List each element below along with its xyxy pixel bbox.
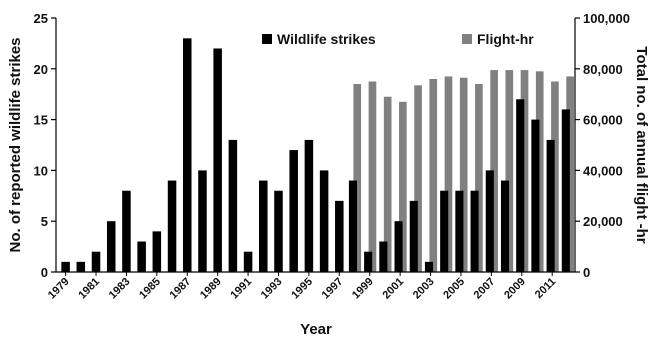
bar-flight-hr-2003 <box>429 78 438 273</box>
x-tick-label: 2001 <box>380 276 406 302</box>
bar-wildlife-strikes-2010 <box>531 119 540 272</box>
y2-tick-label: 60,000 <box>583 113 623 128</box>
bar-wildlife-strikes-1986 <box>167 180 177 272</box>
x-tick-label: 2003 <box>411 276 437 302</box>
x-tick-label: 1989 <box>198 276 224 302</box>
bar-flight-hr-2009 <box>520 70 529 272</box>
y2-tick-label: 0 <box>583 265 590 280</box>
bar-wildlife-strikes-1997 <box>335 200 344 272</box>
bar-wildlife-strikes-2009 <box>516 99 525 272</box>
y2-tick-label: 100,000 <box>583 11 630 26</box>
bar-flight-hr-2011 <box>551 81 559 272</box>
bar-wildlife-strikes-1983 <box>122 190 131 272</box>
x-tick-label: 1997 <box>320 276 346 302</box>
x-tick-label: 1981 <box>76 276 102 302</box>
legend: Wildlife strikes Flight-hr <box>262 31 534 47</box>
legend-label-wildlife-strikes: Wildlife strikes <box>277 31 376 47</box>
y-axis-title: No. of reported wildlife strikes <box>7 37 24 252</box>
x-tick-label: 1987 <box>168 276 194 302</box>
axes-layer <box>55 18 576 273</box>
bar-wildlife-strikes-1988 <box>198 170 207 272</box>
bar-flight-hr-2007 <box>490 70 498 272</box>
legend-swatch-wildlife-strikes <box>262 34 272 44</box>
bar-flight-hr-2010 <box>535 71 544 272</box>
x-tick-label: 2011 <box>533 276 558 301</box>
bar-flight-hr-1998 <box>353 84 362 272</box>
bar-wildlife-strikes-2000 <box>379 241 388 272</box>
x-axis-title: Year <box>300 321 332 338</box>
bar-wildlife-strikes-2006 <box>470 190 479 272</box>
y-tick-label: 25 <box>34 11 48 26</box>
bar-flight-hr-2000 <box>383 96 392 273</box>
y-tick-label: 0 <box>41 265 48 280</box>
y2-axis-title: Total no. of annual flight -hr <box>633 46 650 243</box>
x-tick-label: 1999 <box>350 276 376 302</box>
x-tick-label: 1993 <box>259 276 285 302</box>
x-tick-label: 2007 <box>472 276 498 302</box>
bar-wildlife-strikes-1987 <box>182 38 192 272</box>
x-tick-label: 1983 <box>107 276 133 302</box>
bar-wildlife-strikes-1999 <box>364 251 373 272</box>
bar-wildlife-strikes-1994 <box>289 150 298 272</box>
bar-wildlife-strikes-1984 <box>137 241 146 272</box>
bar-flight-hr-2001 <box>399 101 407 272</box>
bar-flight-hr-2008 <box>505 70 514 272</box>
legend-label-flight-hr: Flight-hr <box>477 31 534 47</box>
bar-wildlife-strikes-1980 <box>76 261 86 272</box>
bar-wildlife-strikes-1985 <box>152 231 162 272</box>
bar-wildlife-strikes-2003 <box>424 261 434 272</box>
x-tick-label: 1979 <box>46 276 72 302</box>
bar-wildlife-strikes-1995 <box>304 139 314 272</box>
y-tick-label: 15 <box>34 113 48 128</box>
bar-wildlife-strikes-1992 <box>259 180 268 272</box>
bar-wildlife-strikes-1982 <box>106 221 116 272</box>
bar-wildlife-strikes-2005 <box>455 190 464 272</box>
bar-flight-hr-2012 <box>566 76 574 272</box>
bar-wildlife-strikes-1981 <box>91 251 101 272</box>
bar-flight-hr-2004 <box>444 76 453 272</box>
x-tick-label: 2005 <box>441 276 467 302</box>
bar-wildlife-strikes-1991 <box>243 251 253 272</box>
bar-flight-hr-1999 <box>368 81 377 272</box>
bar-flight-hr-2006 <box>475 84 483 272</box>
bar-wildlife-strikes-2001 <box>394 221 403 272</box>
x-tick-label: 1991 <box>228 276 254 302</box>
bar-wildlife-strikes-1979 <box>61 261 70 272</box>
bar-wildlife-strikes-1993 <box>274 190 283 272</box>
y-tick-label: 10 <box>34 163 48 178</box>
y2-tick-label: 20,000 <box>583 214 623 229</box>
bar-wildlife-strikes-2004 <box>440 190 449 272</box>
y-tick-label: 5 <box>41 214 48 229</box>
x-tick-label: 2009 <box>502 276 528 302</box>
y2-tick-label: 80,000 <box>583 62 623 77</box>
legend-swatch-flight-hr <box>462 34 472 44</box>
bar-wildlife-strikes-1990 <box>228 139 238 272</box>
bar-wildlife-strikes-2011 <box>546 139 555 272</box>
bars-layer <box>61 38 574 273</box>
bar-wildlife-strikes-2012 <box>561 109 570 272</box>
bar-wildlife-strikes-1996 <box>319 170 329 272</box>
x-tick-label: 1995 <box>289 276 315 302</box>
bar-wildlife-strikes-2007 <box>485 170 494 272</box>
y-tick-label: 20 <box>34 62 48 77</box>
bar-wildlife-strikes-1989 <box>213 48 222 273</box>
bar-wildlife-strikes-1998 <box>348 180 357 272</box>
x-tick-label: 1985 <box>137 276 163 302</box>
bar-wildlife-strikes-2008 <box>500 180 510 272</box>
y2-tick-label: 40,000 <box>583 163 623 178</box>
bar-flight-hr-2002 <box>414 85 422 272</box>
bar-wildlife-strikes-2002 <box>409 200 418 272</box>
bar-flight-hr-2005 <box>459 77 468 272</box>
